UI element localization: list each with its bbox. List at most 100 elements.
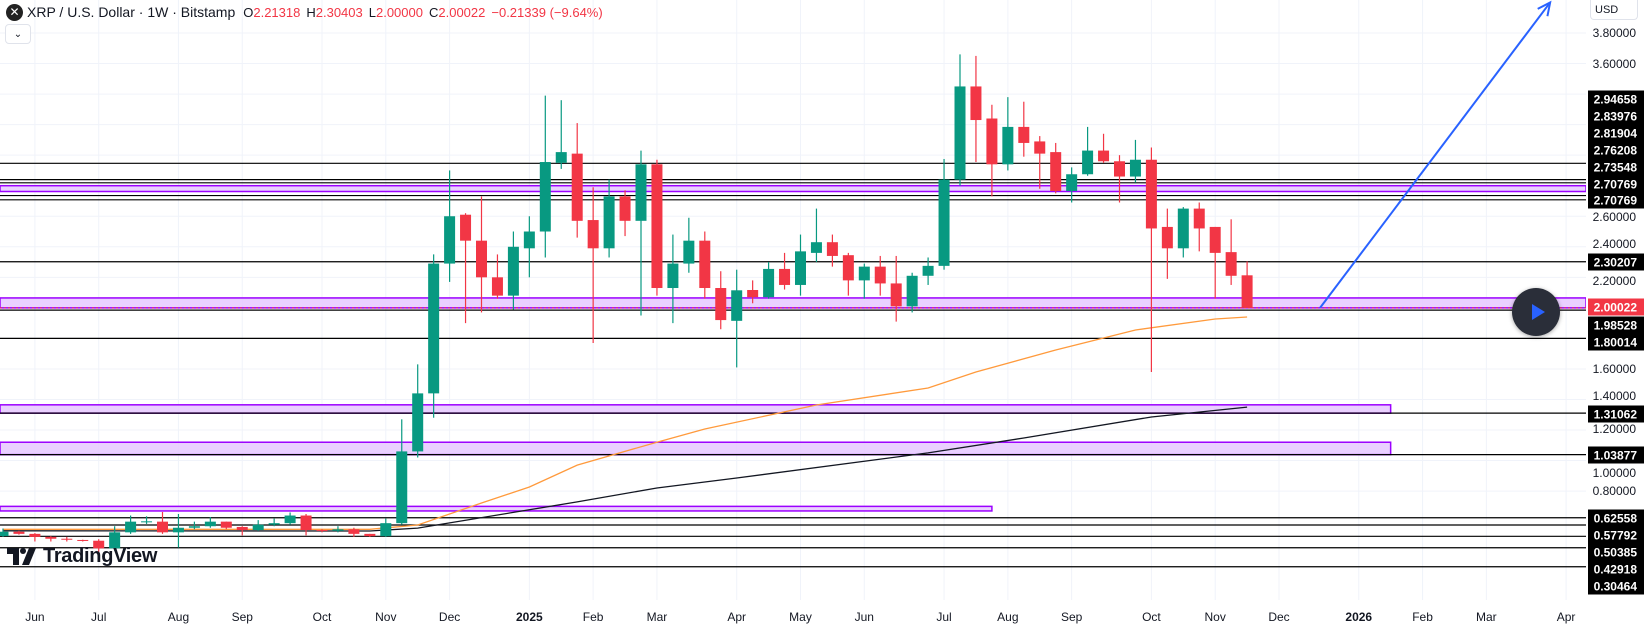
time-axis-label: Jul xyxy=(936,610,951,624)
candle xyxy=(1129,139,1141,183)
level-label-box xyxy=(1588,253,1644,271)
candle xyxy=(507,231,519,310)
level-label-box xyxy=(1588,158,1644,176)
candle-body xyxy=(747,289,759,298)
time-axis-label: May xyxy=(789,610,812,624)
candle xyxy=(1177,207,1189,258)
candle xyxy=(460,213,472,324)
candle-body xyxy=(651,164,663,289)
candle xyxy=(412,364,424,458)
trendline-drawing[interactable] xyxy=(1319,0,1552,309)
price-axis-tick-label: 1.60000 xyxy=(1593,362,1637,376)
candle xyxy=(571,123,583,238)
candle-body xyxy=(77,539,89,541)
candle xyxy=(1225,219,1237,285)
candle-body xyxy=(460,214,472,241)
time-axis-label: Jul xyxy=(91,610,106,624)
brand-name: TradingView xyxy=(43,545,158,567)
time-axis-label: Aug xyxy=(168,610,189,624)
currency-button[interactable]: USD xyxy=(1590,0,1638,20)
candle xyxy=(874,255,886,296)
candle-body xyxy=(507,246,519,296)
level-label: 2.81904 xyxy=(1594,127,1638,141)
play-icon xyxy=(1531,304,1545,320)
candle-body xyxy=(1129,159,1141,177)
moving-average-slow xyxy=(2,406,1248,532)
moving-average-fast xyxy=(3,316,1248,530)
candle-body xyxy=(1098,150,1110,162)
candle xyxy=(1050,142,1062,194)
time-axis-label: Oct xyxy=(313,610,332,624)
candle xyxy=(157,512,168,534)
candle xyxy=(61,536,73,542)
candle xyxy=(172,514,184,548)
level-label-box xyxy=(1588,124,1644,142)
level-label: 0.50385 xyxy=(1594,546,1638,560)
candle xyxy=(476,196,487,313)
candle-body xyxy=(364,533,376,537)
time-axis-label: Sep xyxy=(1061,610,1083,624)
candle-body xyxy=(109,532,121,549)
candle-body xyxy=(603,196,615,249)
candle xyxy=(699,231,711,299)
candle xyxy=(555,100,567,169)
tradingview-mark-icon xyxy=(7,548,36,565)
candle xyxy=(890,255,902,322)
candle xyxy=(954,54,966,186)
candle-body xyxy=(491,277,503,296)
candle xyxy=(188,521,200,530)
candle-body xyxy=(476,240,487,278)
candle xyxy=(1066,167,1078,203)
candle-body xyxy=(1225,252,1237,276)
candle-body xyxy=(874,266,886,284)
support-zone xyxy=(0,404,1392,414)
symbol-title[interactable]: XRP / U.S. Dollar · 1W · Bitstamp xyxy=(27,4,236,20)
candle xyxy=(141,516,153,524)
level-label-box xyxy=(1588,543,1644,561)
time-axis-label: 2026 xyxy=(1345,610,1372,624)
price-axis[interactable]: 3.80000 3.60000 2.60000 2.40000 2.20000 1.600… xyxy=(1586,0,1646,628)
ohlc-close: C2.00022 xyxy=(428,4,486,20)
candle xyxy=(922,257,934,285)
candle xyxy=(842,252,854,296)
tradingview-logo[interactable]: TradingView xyxy=(7,545,157,568)
candle xyxy=(13,530,25,535)
candle-body xyxy=(1161,226,1173,249)
collapse-legend-button[interactable]: ⌄ xyxy=(5,24,31,44)
level-label: 1.98528 xyxy=(1594,319,1638,333)
time-axis[interactable]: Jun Jul Aug Sep Oct Nov Dec 2025 Feb Mar Apr May Jun… xyxy=(0,600,1586,628)
current-price-label: 2.00022 xyxy=(1594,301,1638,315)
support-zone xyxy=(0,297,1587,309)
candle-body xyxy=(795,251,806,285)
candle-body xyxy=(1241,275,1253,308)
candle xyxy=(906,272,918,313)
level-label-box xyxy=(1588,333,1644,351)
candle xyxy=(970,55,982,163)
candle xyxy=(1002,97,1014,171)
level-label-box xyxy=(1588,577,1644,595)
candle-body xyxy=(619,196,631,221)
candle-body xyxy=(380,523,392,537)
candle-body xyxy=(13,531,25,534)
replay-play-button[interactable] xyxy=(1512,288,1560,336)
level-label-box xyxy=(1588,560,1644,578)
candle xyxy=(284,512,296,525)
candle-body xyxy=(1145,159,1157,229)
time-axis-label: 2025 xyxy=(516,610,543,624)
level-label-box xyxy=(1588,446,1644,464)
candle xyxy=(348,527,360,537)
candle xyxy=(651,159,663,296)
candle-body xyxy=(890,283,902,307)
candle xyxy=(364,533,376,537)
candle-body xyxy=(1018,126,1030,143)
candle-body xyxy=(1177,208,1189,249)
time-axis-label: Jun xyxy=(25,610,44,624)
candlestick-series xyxy=(0,54,1253,553)
price-axis-tick-label: 1.00000 xyxy=(1593,466,1637,480)
price-axis-tick-label: 0.80000 xyxy=(1593,484,1637,498)
candle-body xyxy=(268,523,280,525)
level-label: 0.30464 xyxy=(1594,580,1638,594)
xrp-x-icon: ✕ xyxy=(6,3,23,21)
time-axis-label: Feb xyxy=(583,610,604,624)
